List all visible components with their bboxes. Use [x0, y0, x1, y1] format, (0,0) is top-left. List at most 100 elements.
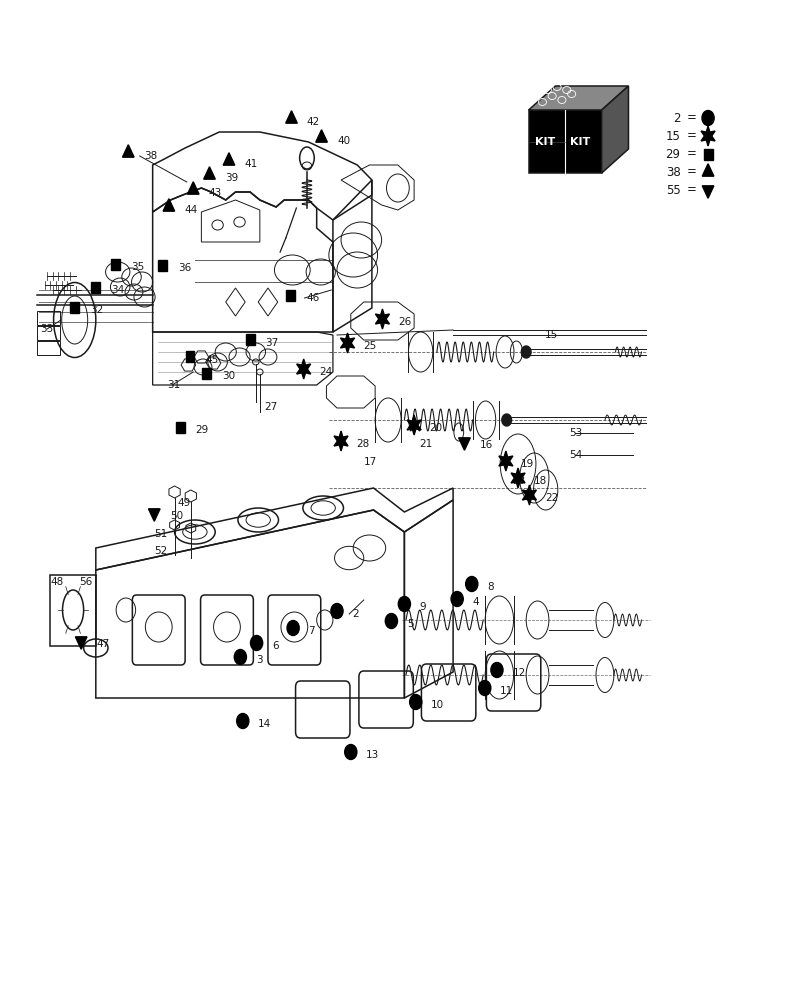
Text: 7: 7: [308, 626, 315, 636]
Bar: [157, 259, 167, 270]
Text: 48: 48: [50, 577, 63, 587]
Text: 2: 2: [672, 111, 680, 124]
Bar: [185, 351, 195, 362]
Text: KIT: KIT: [569, 137, 590, 147]
Text: 47: 47: [97, 639, 109, 649]
Circle shape: [344, 744, 356, 760]
Text: 26: 26: [397, 317, 410, 327]
Polygon shape: [601, 86, 628, 173]
Polygon shape: [163, 199, 174, 211]
Polygon shape: [187, 182, 199, 194]
Text: =: =: [686, 111, 696, 124]
Text: 4: 4: [472, 597, 478, 607]
Text: 44: 44: [184, 205, 197, 215]
Text: 43: 43: [208, 188, 221, 198]
Text: 24: 24: [319, 367, 332, 377]
Polygon shape: [702, 186, 713, 198]
Polygon shape: [375, 309, 389, 329]
Text: =: =: [686, 184, 696, 196]
Text: 46: 46: [306, 293, 319, 303]
Text: 2: 2: [352, 609, 358, 619]
Polygon shape: [510, 468, 525, 488]
Text: 25: 25: [363, 341, 375, 351]
Polygon shape: [223, 153, 234, 165]
Text: 28: 28: [356, 439, 369, 449]
Text: 11: 11: [500, 686, 513, 696]
Text: 5: 5: [406, 619, 413, 629]
Text: 29: 29: [665, 147, 680, 160]
Bar: [702, 148, 712, 159]
Bar: [245, 334, 254, 345]
Text: 34: 34: [111, 285, 124, 295]
Polygon shape: [702, 164, 713, 176]
Bar: [70, 302, 79, 312]
Polygon shape: [296, 359, 311, 379]
Bar: [91, 282, 100, 292]
Text: 35: 35: [131, 262, 144, 272]
Circle shape: [331, 603, 342, 618]
Bar: [285, 290, 295, 300]
Text: 21: 21: [418, 439, 431, 449]
Text: 30: 30: [221, 371, 234, 381]
Text: 42: 42: [307, 117, 320, 127]
Bar: [110, 258, 119, 269]
Text: 29: 29: [195, 425, 208, 435]
Text: 49: 49: [177, 498, 190, 508]
Text: =: =: [686, 129, 696, 142]
Text: 17: 17: [363, 457, 376, 467]
Polygon shape: [528, 86, 628, 110]
Text: 15: 15: [665, 129, 680, 142]
Circle shape: [521, 346, 530, 358]
Text: 8: 8: [487, 582, 493, 592]
Circle shape: [450, 591, 462, 606]
Polygon shape: [521, 485, 536, 505]
Circle shape: [410, 694, 422, 710]
Polygon shape: [406, 415, 421, 435]
Circle shape: [250, 636, 262, 650]
Bar: [37, 341, 60, 355]
Text: 45: 45: [205, 355, 218, 365]
Text: 14: 14: [258, 719, 271, 729]
Text: 6: 6: [272, 641, 278, 651]
Text: 52: 52: [154, 546, 167, 556]
Text: =: =: [686, 147, 696, 160]
Circle shape: [465, 576, 477, 591]
Text: 36: 36: [178, 263, 191, 273]
Circle shape: [701, 110, 714, 125]
Text: 10: 10: [431, 700, 444, 710]
Text: 37: 37: [265, 338, 278, 348]
Text: 22: 22: [544, 493, 557, 503]
Circle shape: [234, 650, 246, 664]
Text: 31: 31: [167, 380, 180, 390]
Text: 50: 50: [169, 511, 182, 521]
Circle shape: [478, 680, 490, 696]
Polygon shape: [148, 509, 160, 521]
Polygon shape: [285, 111, 297, 123]
Text: 20: 20: [429, 423, 442, 433]
Text: 33: 33: [40, 324, 53, 334]
Polygon shape: [498, 451, 513, 471]
Polygon shape: [340, 333, 354, 353]
Text: 38: 38: [144, 151, 157, 161]
Circle shape: [384, 613, 397, 629]
Circle shape: [237, 714, 248, 728]
Text: 27: 27: [264, 402, 277, 412]
Circle shape: [397, 596, 410, 611]
Text: 54: 54: [569, 450, 581, 460]
Text: 32: 32: [90, 305, 103, 315]
Text: 38: 38: [665, 165, 680, 178]
Text: 3: 3: [255, 655, 262, 665]
Polygon shape: [700, 126, 714, 146]
Polygon shape: [122, 145, 134, 157]
Text: 56: 56: [79, 577, 92, 587]
Text: 55: 55: [665, 184, 680, 196]
Text: 9: 9: [419, 602, 426, 612]
Text: KIT: KIT: [534, 137, 555, 147]
Text: 53: 53: [569, 428, 581, 438]
Circle shape: [287, 620, 298, 636]
Polygon shape: [528, 110, 601, 173]
Polygon shape: [458, 438, 470, 450]
Text: 19: 19: [521, 459, 534, 469]
Text: 39: 39: [225, 173, 238, 183]
Text: 18: 18: [533, 476, 546, 486]
